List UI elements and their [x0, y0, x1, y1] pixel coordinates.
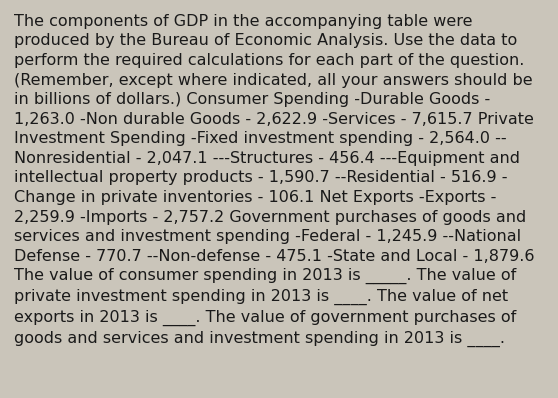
Text: The components of GDP in the accompanying table were
produced by the Bureau of E: The components of GDP in the accompanyin… — [14, 14, 535, 347]
